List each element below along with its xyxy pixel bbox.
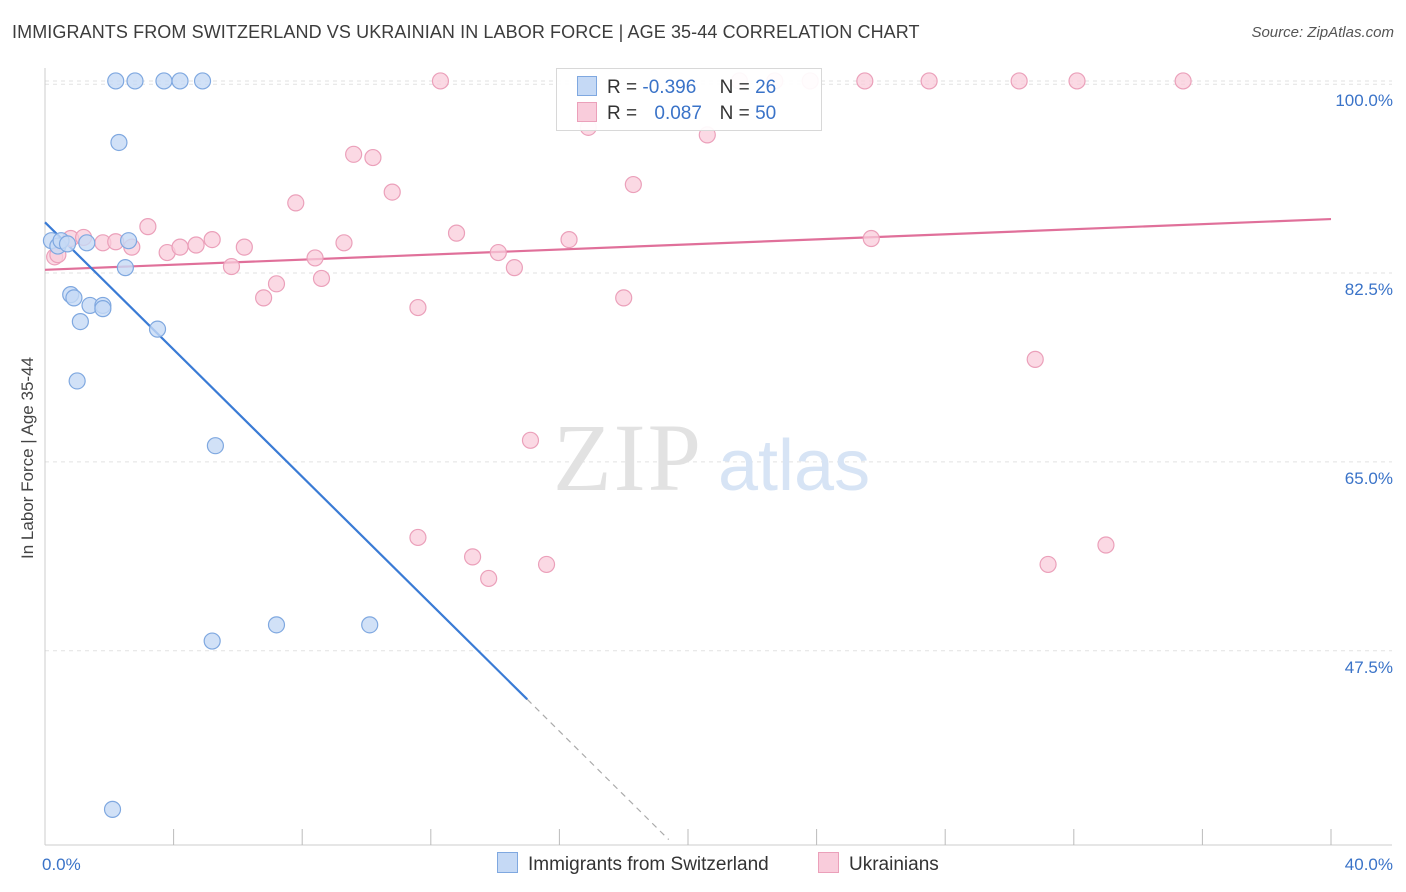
data-point-switzerland <box>267 616 286 634</box>
data-point-switzerland <box>193 72 212 90</box>
data-point-ukrainians <box>489 243 507 262</box>
data-point-ukrainians <box>222 257 241 276</box>
data-point-switzerland <box>71 313 89 331</box>
bottom-legend-label: Ukrainians <box>849 854 939 875</box>
data-point-ukrainians <box>364 148 382 167</box>
data-point-ukrainians <box>345 145 363 163</box>
data-point-ukrainians <box>537 555 556 574</box>
data-point-ukrainians <box>409 528 427 547</box>
data-point-ukrainians <box>1097 536 1115 554</box>
data-point-ukrainians <box>447 224 466 242</box>
data-point-ukrainians <box>624 175 642 194</box>
bottom-legend-switzerland: Immigrants from Switzerland <box>497 852 769 876</box>
data-point-switzerland <box>119 232 138 250</box>
legend-n-label: N = <box>719 103 750 124</box>
data-point-switzerland <box>171 72 189 90</box>
y-tick-label: 47.5% <box>1345 658 1393 677</box>
watermark-atlas: atlas <box>718 426 870 506</box>
data-point-ukrainians <box>255 289 273 307</box>
legend-n-value: 50 <box>755 103 777 124</box>
data-point-switzerland <box>203 632 221 650</box>
data-point-ukrainians <box>187 236 205 254</box>
axes <box>44 68 1392 846</box>
data-point-ukrainians <box>856 72 874 90</box>
legend-row-ukrainians: R = 0.087 N = 50 <box>577 102 776 126</box>
data-point-switzerland <box>155 72 173 90</box>
data-point-ukrainians <box>1068 72 1086 90</box>
legend-r-label: R = <box>607 103 638 124</box>
data-point-ukrainians <box>505 259 523 277</box>
legend-r-value: 0.087 <box>654 103 702 124</box>
data-point-switzerland <box>94 300 112 318</box>
trend-lines <box>44 217 1332 841</box>
legend-row-switzerland: R = -0.396 N = 26 <box>577 76 776 100</box>
tick-labels: 100.0% 82.5% 65.0% 47.5% 0.0% 40.0% <box>42 91 1393 874</box>
data-point-switzerland <box>107 72 125 90</box>
data-point-ukrainians <box>306 249 324 267</box>
data-point-ukrainians <box>139 218 157 236</box>
data-point-switzerland <box>361 616 379 634</box>
data-point-ukrainians <box>203 230 221 249</box>
watermark-zip: ZIP <box>553 404 703 511</box>
trend-line-switzerland <box>44 221 529 701</box>
legend-swatch-blue <box>577 76 597 96</box>
data-point-switzerland <box>126 72 144 90</box>
data-point-ukrainians <box>431 72 450 90</box>
data-point-switzerland <box>110 133 128 152</box>
legend-r-label: R = <box>607 77 638 98</box>
data-point-switzerland <box>103 800 122 818</box>
bottom-legend-swatch-pink <box>818 852 839 873</box>
data-point-switzerland <box>78 234 96 252</box>
data-point-ukrainians <box>480 569 498 588</box>
data-point-ukrainians <box>1039 555 1057 574</box>
data-point-ukrainians <box>235 238 253 256</box>
data-point-ukrainians <box>920 72 938 90</box>
chart-title: IMMIGRANTS FROM SWITZERLAND VS UKRAINIAN… <box>12 22 920 42</box>
x-tick-label: 40.0% <box>1345 855 1393 874</box>
data-point-ukrainians <box>1174 72 1192 90</box>
bottom-legend-label: Immigrants from Switzerland <box>528 854 769 875</box>
data-point-ukrainians <box>463 548 482 566</box>
data-point-switzerland <box>116 259 134 277</box>
data-point-switzerland <box>148 320 167 338</box>
data-point-ukrainians <box>409 298 427 317</box>
y-tick-label: 82.5% <box>1345 280 1393 299</box>
legend-n-label: N = <box>719 77 750 98</box>
watermark: ZIP atlas <box>553 404 870 511</box>
data-point-switzerland <box>206 437 224 455</box>
legend-swatch-pink <box>577 102 597 122</box>
bottom-legend-swatch-blue <box>497 852 518 873</box>
data-point-ukrainians <box>287 194 305 212</box>
bottom-legend-ukrainians: Ukrainians <box>818 852 939 876</box>
data-point-switzerland <box>65 289 83 307</box>
data-point-ukrainians <box>1026 350 1044 368</box>
x-tick-label: 0.0% <box>42 855 81 874</box>
data-point-ukrainians <box>335 234 353 252</box>
data-point-ukrainians <box>862 229 880 248</box>
data-point-switzerland <box>68 372 86 390</box>
y-tick-label: 65.0% <box>1345 469 1393 488</box>
data-point-ukrainians <box>1010 72 1028 90</box>
data-point-ukrainians <box>521 431 540 449</box>
trend-line-ukrainians <box>44 217 1332 271</box>
chart-source: Source: ZipAtlas.com <box>1251 24 1394 41</box>
legend-n-value: 26 <box>755 77 777 98</box>
data-point-ukrainians <box>560 230 578 249</box>
grid-lines <box>45 80 1392 652</box>
trend-line-switzerland-extension <box>526 698 670 841</box>
data-point-ukrainians <box>615 289 633 307</box>
data-point-switzerland <box>58 235 77 253</box>
data-point-ukrainians <box>267 275 286 293</box>
legend-r-value: -0.396 <box>642 77 697 98</box>
data-point-ukrainians <box>171 238 189 256</box>
data-point-ukrainians <box>383 183 401 201</box>
correlation-legend: R = -0.396 N = 26 R = 0.087 N = 50 <box>556 68 822 131</box>
y-tick-label: 100.0% <box>1335 91 1393 110</box>
data-point-ukrainians <box>312 269 331 288</box>
